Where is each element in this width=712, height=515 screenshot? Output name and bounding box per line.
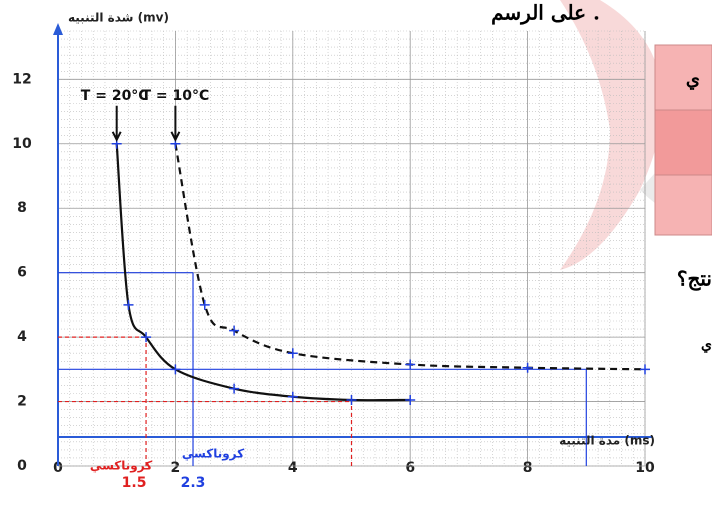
annotation-value: 2.3 — [181, 475, 206, 491]
point-marker — [229, 384, 239, 394]
page-text: ي — [701, 337, 712, 353]
y-tick-label: 12 — [12, 71, 31, 87]
table-cell — [655, 45, 712, 110]
x-axis-label: مدة التنبيه (ms) — [559, 434, 655, 448]
annotation-arrow — [113, 106, 121, 140]
annotation-label: كروناكسي — [90, 459, 152, 474]
point-marker — [523, 363, 533, 373]
x-tick-label: 4 — [288, 460, 298, 476]
point-marker — [640, 364, 650, 374]
x-tick-label: 2 — [171, 460, 181, 476]
legend-label: T = 10°C — [142, 88, 210, 104]
page: {"chart_data":{"type":"line","y_label":"… — [0, 0, 712, 515]
y-tick-label: 10 — [12, 136, 32, 152]
table-fragment: ي — [655, 45, 712, 235]
x-tick-label: 6 — [405, 460, 415, 476]
annotation-value: 1.5 — [122, 475, 147, 491]
legend-label: T = 20°C — [81, 88, 149, 104]
point-marker — [347, 395, 357, 405]
chart: ي على الرسم . نتج؟ ي 0246810024681012شدة… — [0, 0, 712, 515]
table-cell — [655, 110, 712, 175]
table-text: ي — [686, 69, 700, 90]
x-tick-label: 10 — [635, 460, 655, 476]
point-marker — [123, 300, 133, 310]
point-marker — [200, 300, 210, 310]
y-tick-label: 8 — [17, 200, 27, 216]
axis-arrow — [53, 23, 63, 35]
point-marker — [288, 348, 298, 358]
annotation-arrow — [171, 106, 179, 140]
decor-swoosh — [560, 0, 663, 270]
point-marker — [229, 326, 239, 336]
y-tick-label: 4 — [17, 329, 27, 345]
page-text: نتج؟ — [677, 267, 712, 292]
series-line — [117, 144, 411, 400]
y-axis-label: شدة التنبيه (mv) — [68, 11, 169, 25]
y-tick-label: 6 — [17, 265, 27, 281]
table-cell — [655, 175, 712, 235]
annotation-label: كروناكسي — [182, 447, 244, 462]
x-tick-label: 8 — [523, 460, 533, 476]
y-tick-label: 2 — [17, 394, 27, 410]
page-text: على الرسم . — [491, 1, 600, 26]
y-tick-label: 0 — [17, 458, 27, 474]
point-marker — [405, 395, 415, 405]
